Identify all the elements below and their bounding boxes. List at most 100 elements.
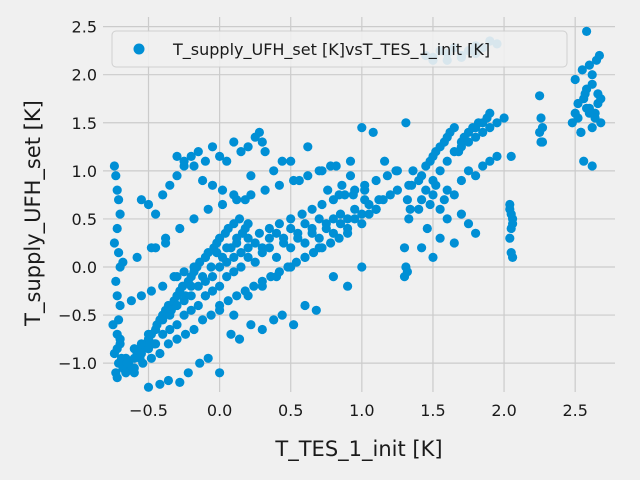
data-point	[179, 310, 189, 320]
data-point	[217, 199, 228, 210]
data-point	[269, 166, 279, 176]
data-point	[215, 262, 225, 272]
data-point	[264, 243, 274, 253]
data-point	[264, 233, 274, 243]
data-point	[350, 214, 360, 224]
data-point	[506, 223, 516, 234]
data-point	[112, 291, 122, 301]
data-point	[300, 238, 310, 248]
data-point	[129, 353, 139, 363]
data-point	[223, 296, 233, 306]
data-point	[203, 353, 213, 363]
data-point	[243, 252, 253, 262]
data-point	[317, 199, 327, 210]
data-point	[183, 368, 193, 378]
data-point	[257, 248, 267, 258]
data-point	[195, 358, 205, 368]
data-point	[584, 60, 595, 70]
data-point	[207, 272, 218, 282]
data-point	[207, 180, 218, 190]
legend-box	[111, 30, 568, 68]
data-point	[573, 113, 583, 123]
data-point	[136, 339, 146, 349]
y-tick-label: 0.0	[72, 258, 97, 277]
data-point	[294, 175, 304, 186]
data-point	[321, 223, 331, 234]
data-point	[506, 151, 516, 161]
data-point	[357, 262, 367, 272]
data-point	[243, 243, 253, 253]
data-point	[114, 248, 124, 258]
data-point	[112, 373, 122, 383]
data-point	[243, 233, 253, 243]
data-point	[471, 228, 481, 238]
data-point	[307, 228, 317, 238]
data-point	[207, 142, 218, 152]
data-point	[151, 339, 161, 349]
data-point	[234, 334, 245, 344]
data-point	[229, 267, 239, 277]
data-point	[371, 175, 381, 186]
data-point	[165, 324, 175, 335]
data-point	[364, 209, 374, 219]
data-point	[115, 300, 125, 311]
data-point	[323, 185, 333, 195]
data-point	[414, 204, 424, 214]
data-point	[112, 223, 122, 234]
data-point	[463, 137, 474, 147]
data-point	[222, 243, 232, 253]
data-point	[155, 348, 165, 359]
data-point	[229, 137, 239, 147]
data-point	[172, 171, 182, 181]
data-point	[257, 281, 267, 291]
data-point	[234, 214, 245, 224]
data-point	[314, 166, 324, 176]
data-point	[229, 190, 239, 200]
data-point	[200, 252, 210, 262]
data-point	[243, 219, 253, 229]
data-point	[343, 281, 353, 291]
data-point	[136, 195, 146, 205]
data-point	[303, 171, 313, 181]
data-point	[158, 281, 168, 291]
data-point	[401, 118, 411, 128]
data-point	[311, 305, 321, 315]
data-point	[206, 310, 216, 320]
data-point	[222, 272, 232, 282]
data-point	[215, 368, 225, 378]
data-point	[421, 185, 431, 195]
data-point	[129, 344, 139, 354]
data-point	[391, 166, 401, 176]
data-point	[172, 151, 182, 161]
data-point	[269, 315, 279, 325]
data-point	[587, 161, 597, 171]
data-point	[485, 156, 495, 166]
data-point	[580, 89, 590, 99]
data-point	[417, 195, 427, 205]
data-point	[115, 209, 125, 219]
data-point	[345, 156, 356, 166]
data-point	[143, 344, 154, 354]
data-point	[198, 175, 208, 186]
data-point	[240, 195, 250, 205]
data-point	[350, 204, 360, 214]
data-point	[200, 291, 210, 301]
data-point	[143, 329, 154, 339]
data-point	[243, 291, 253, 301]
y-tick-label: 1.5	[72, 114, 97, 133]
data-point	[485, 108, 495, 118]
legend-label: T_supply_UFH_set [K]vsT_TES_1_init [K]	[172, 40, 490, 60]
data-point	[193, 281, 203, 291]
data-point	[114, 315, 124, 325]
data-point	[582, 103, 592, 113]
data-point	[478, 161, 488, 171]
data-point	[456, 142, 466, 152]
data-point	[594, 50, 605, 61]
legend-marker	[133, 43, 145, 55]
data-point	[200, 156, 210, 166]
data-point	[596, 94, 606, 104]
data-point	[357, 209, 367, 219]
data-point	[175, 223, 185, 234]
